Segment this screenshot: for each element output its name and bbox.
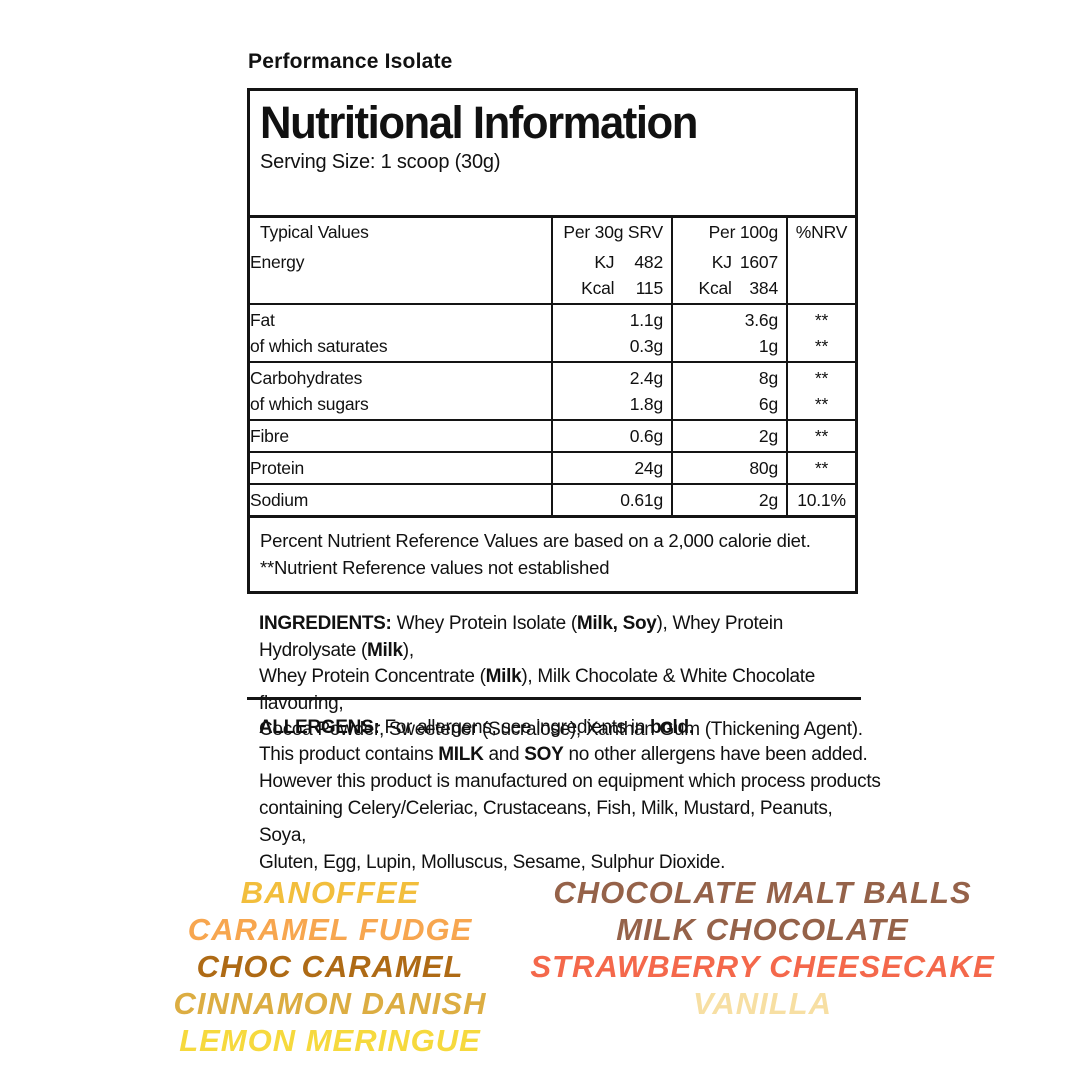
- table-cell: 24g: [551, 453, 671, 483]
- flavour-list-left: BANOFFEE CARAMEL FUDGE CHOC CARAMEL CINNAMO…: [130, 874, 530, 1059]
- table-cell: Protein: [250, 458, 305, 478]
- table-cell: KJ 1607 Kcal 384: [671, 247, 786, 303]
- table-cell: Sodium: [250, 490, 309, 510]
- table-cell: 80g: [671, 453, 786, 483]
- text-line: However this product is manufactured on …: [259, 771, 881, 792]
- flavour-name: CARAMEL FUDGE: [187, 912, 473, 947]
- text-line: containing Celery/Celeriac, Crustaceans,…: [259, 798, 833, 846]
- table-cell: 10.1%: [786, 485, 855, 515]
- footnote-nrv-basis: Percent Nutrient Reference Values are ba…: [260, 530, 811, 551]
- flavour-name: VANILLA: [692, 986, 833, 1021]
- table-row: Energy KJ 482 Kcal 115 KJ 1607 Kcal 384: [250, 247, 855, 303]
- nutrition-heading: Nutritional Information: [260, 97, 698, 148]
- table-cell: 3.6g 1g: [671, 305, 786, 361]
- table-cell: KJ 482 Kcal 115: [551, 247, 671, 303]
- table-cell: 2g: [671, 421, 786, 451]
- col-header-per-30g: Per 30g SRV: [551, 218, 671, 247]
- section-divider: [247, 697, 861, 700]
- table-row: Carbohydrates of which sugars 2.4g 1.8g 8g 6g…: [250, 361, 855, 419]
- table-row: Protein 24g 80g **: [250, 451, 855, 483]
- text-line: This product contains MILK and SOY no ot…: [259, 744, 868, 765]
- nutrition-footnotes: Percent Nutrient Reference Values are ba…: [250, 515, 855, 591]
- flavour-list-right: CHOCOLATE MALT BALLS MILK CHOCOLATE STRAWB…: [530, 874, 995, 1022]
- flavour-name: MILK CHOCOLATE: [616, 912, 909, 947]
- table-cell: 0.6g: [551, 421, 671, 451]
- table-cell: 2.4g 1.8g: [551, 363, 671, 419]
- table-cell: Fat of which saturates: [250, 310, 388, 356]
- table-cell: 8g 6g: [671, 363, 786, 419]
- text-line: Gluten, Egg, Lupin, Molluscus, Sesame, S…: [259, 852, 726, 873]
- allergens-paragraph: ALLERGENS: For allergens, see ingredient…: [259, 714, 884, 876]
- ingredients-paragraph: INGREDIENTS: Whey Protein Isolate (Milk,…: [259, 611, 884, 744]
- footnote-not-established: **Nutrient Reference values not establis…: [260, 557, 610, 578]
- product-title: Performance Isolate: [248, 50, 453, 73]
- nutrition-table-header-row: Typical Values Per 30g SRV Per 100g %NRV: [250, 218, 855, 247]
- table-cell: 2g: [671, 485, 786, 515]
- nutrition-panel: Nutritional Information Serving Size: 1 …: [247, 88, 858, 594]
- table-cell: Carbohydrates of which sugars: [250, 368, 369, 414]
- flavour-name: BANOFFEE: [240, 875, 420, 910]
- table-cell: **: [786, 421, 855, 451]
- table-row: Fat of which saturates 1.1g 0.3g 3.6g 1g ** **: [250, 303, 855, 361]
- table-cell: ** **: [786, 363, 855, 419]
- text-line: Whey Protein Concentrate (Milk), Milk Ch…: [259, 666, 816, 714]
- nutrition-table-body: Energy KJ 482 Kcal 115 KJ 1607 Kcal 384 Fat of w…: [250, 247, 855, 515]
- table-row: Fibre 0.6g 2g **: [250, 419, 855, 451]
- table-cell: Energy: [250, 252, 305, 272]
- table-cell: **: [786, 453, 855, 483]
- flavour-name: LEMON MERINGUE: [179, 1023, 481, 1058]
- serving-size-text: Serving Size: 1 scoop (30g): [260, 150, 501, 173]
- text-line: Cocoa Powder, Sweetener (Sucralose), Xan…: [259, 719, 863, 740]
- flavour-name: STRAWBERRY CHEESECAKE: [530, 949, 995, 984]
- table-cell: 0.61g: [551, 485, 671, 515]
- table-cell: Fibre: [250, 426, 289, 446]
- nutrition-panel-header: Nutritional Information Serving Size: 1 …: [250, 91, 855, 215]
- flavour-name: CHOCOLATE MALT BALLS: [553, 875, 972, 910]
- col-header-typical-values: Typical Values: [260, 222, 369, 242]
- flavour-name: CINNAMON DANISH: [173, 986, 487, 1021]
- text-line: INGREDIENTS: Whey Protein Isolate (Milk,…: [259, 613, 783, 661]
- nutrition-table: Typical Values Per 30g SRV Per 100g %NRV…: [250, 215, 855, 515]
- flavour-name: CHOC CARAMEL: [196, 949, 464, 984]
- table-cell: ** **: [786, 305, 855, 361]
- table-cell: 1.1g 0.3g: [551, 305, 671, 361]
- text-line: ALLERGENS: For allergens, see ingredient…: [259, 717, 694, 738]
- table-cell: [786, 247, 855, 303]
- col-header-nrv: %NRV: [786, 218, 855, 247]
- table-row: Sodium 0.61g 2g 10.1%: [250, 483, 855, 515]
- col-header-per-100g: Per 100g: [671, 218, 786, 247]
